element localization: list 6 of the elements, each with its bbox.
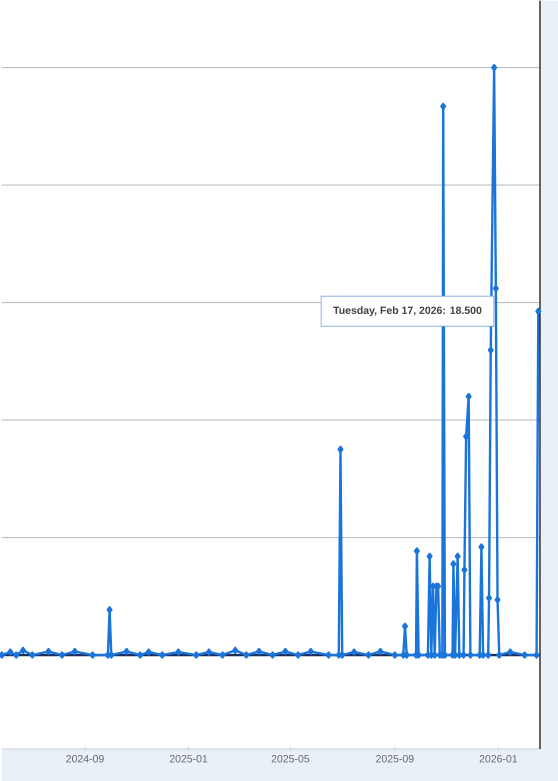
annotation: Tuesday, Feb 17, 2026: 18.500: [333, 306, 482, 316]
x-tick-label: 2025-09: [376, 755, 414, 762]
x-tick-label: 2025-05: [272, 755, 310, 762]
x-tick-label: 2024-09: [66, 755, 104, 762]
x-tick-label: 2025-01: [170, 755, 208, 762]
x-tick-label: 2026-01: [479, 755, 517, 762]
